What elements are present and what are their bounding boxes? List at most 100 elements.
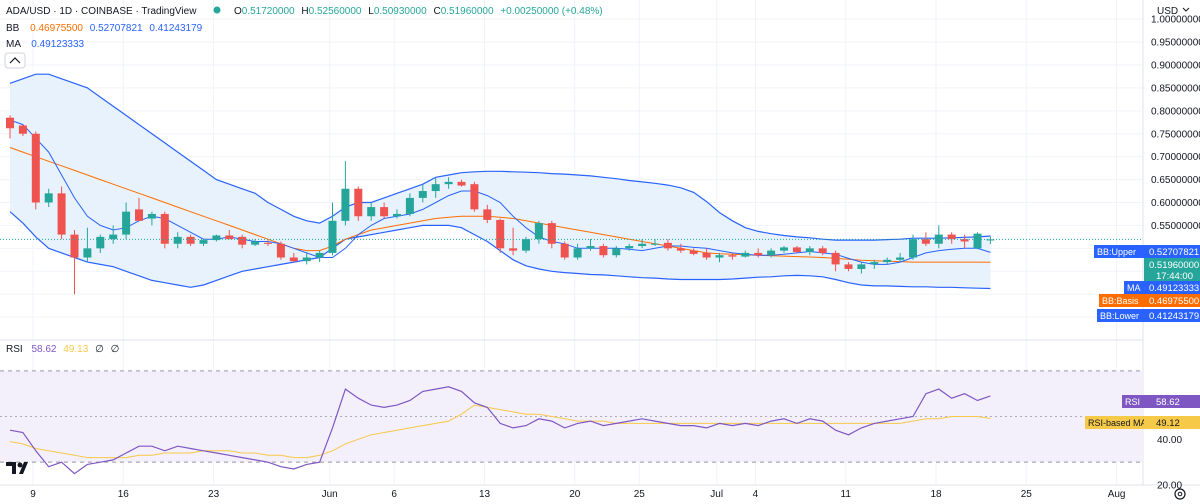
candle	[57, 186, 66, 240]
candle	[44, 188, 53, 208]
time-tick-label: 13	[479, 489, 491, 500]
candle	[457, 179, 466, 187]
time-tick-label: 20	[569, 489, 581, 500]
candle-body	[354, 188, 363, 217]
price-tick-label: 0.85000000	[1151, 83, 1200, 94]
candle	[251, 239, 260, 247]
candle-body	[638, 243, 647, 247]
candle	[547, 220, 556, 249]
candle-body	[986, 239, 995, 241]
candle-body	[160, 213, 169, 244]
candle	[289, 252, 298, 263]
candle	[315, 250, 324, 263]
ma-legend[interactable]: MA 0.49123333	[6, 39, 85, 50]
candle	[883, 257, 892, 265]
candle-body	[870, 262, 879, 265]
candle	[805, 246, 814, 256]
candle	[741, 250, 750, 258]
time-tick-label: Aug	[1108, 489, 1126, 500]
gear-icon[interactable]	[1174, 488, 1186, 500]
currency-label[interactable]: USD	[1157, 6, 1178, 17]
candle-body	[754, 252, 763, 256]
candle-body	[767, 250, 776, 256]
time-tick-label: Jul	[710, 489, 723, 500]
time-tick-label: 25	[634, 489, 646, 500]
candle	[70, 230, 79, 295]
candle-body	[547, 223, 556, 244]
candle-body	[896, 257, 905, 260]
candle-body	[328, 220, 337, 253]
candle-body	[341, 188, 350, 221]
candle-body	[264, 242, 272, 244]
rsi-legend[interactable]: RSI 58.62 49.13 ∅ ∅	[6, 344, 119, 355]
candle	[792, 246, 801, 253]
candle	[483, 204, 492, 224]
candle-body	[831, 252, 840, 265]
candle-body	[883, 259, 892, 263]
bb-basis-badge: BB:Basis 0.46975500	[1099, 294, 1200, 307]
price-badges: BB:Upper 0.52707821 0.51960000 17:44:00 …	[1085, 245, 1200, 429]
candle-body	[509, 248, 518, 251]
candle	[947, 232, 956, 244]
svg-text:0.41243179: 0.41243179	[1149, 311, 1199, 322]
candle	[651, 239, 659, 247]
time-tick-label: 11	[841, 489, 852, 500]
candle-body	[715, 255, 724, 258]
candle-body	[702, 252, 711, 258]
candle	[728, 252, 737, 260]
candle	[354, 186, 363, 221]
time-tick-label: 9	[30, 489, 36, 500]
bb-legend[interactable]: BB 0.46975500 0.52707821 0.41243179	[6, 23, 203, 34]
candle	[328, 202, 337, 256]
candle	[973, 232, 982, 250]
candle	[986, 236, 995, 245]
candle-body	[573, 248, 582, 258]
svg-text:0.49123333: 0.49123333	[1149, 283, 1199, 294]
candle-body	[909, 239, 917, 258]
candle	[896, 252, 905, 263]
candle-body	[534, 223, 543, 240]
candle-body	[199, 240, 208, 244]
candle	[31, 131, 40, 210]
candle-body	[31, 133, 40, 203]
candle-body	[147, 213, 156, 219]
candle	[367, 202, 376, 221]
candle-body	[315, 252, 324, 258]
candle	[599, 243, 608, 258]
candle	[754, 248, 763, 258]
collapse-legend-button[interactable]	[4, 52, 26, 69]
candle	[431, 177, 440, 198]
svg-text:RSI: RSI	[1125, 397, 1140, 407]
candle	[238, 234, 247, 249]
svg-text:58.62: 58.62	[1156, 397, 1180, 408]
price-tick-label: 0.70000000	[1151, 152, 1200, 163]
candle-body	[173, 236, 182, 244]
candle-body	[934, 234, 943, 244]
candle-body	[431, 184, 440, 192]
candle-body	[6, 117, 14, 129]
candle-body	[212, 235, 221, 241]
time-tick-label: 25	[1021, 489, 1033, 500]
candle-body	[586, 246, 595, 249]
candle-body	[109, 234, 118, 240]
candle	[831, 250, 840, 272]
svg-text:0.52707821: 0.52707821	[1149, 247, 1199, 258]
candle	[509, 227, 518, 256]
candle	[625, 243, 634, 251]
candle	[870, 259, 879, 269]
time-axis[interactable]: 9 16 23 Jun 6 13 20 25 Jul 4 11 18 25 Aug	[30, 489, 1125, 500]
ma-badge: MA 0.49123333	[1124, 281, 1200, 294]
svg-text:BB:Lower: BB:Lower	[1100, 311, 1139, 321]
candle-body	[186, 236, 195, 244]
candle-body	[418, 191, 427, 198]
candle	[186, 234, 195, 247]
symbol-legend: ADA/USD · 1D · COINBASE · TradingView O0…	[4, 6, 603, 69]
candle	[934, 225, 943, 249]
candle	[702, 248, 711, 260]
rsi-axis[interactable]: 20.00 40.00	[1157, 435, 1182, 492]
candle	[173, 232, 182, 249]
candle	[302, 252, 311, 265]
candle-body	[251, 241, 260, 245]
candle-body	[18, 125, 27, 134]
candle-body	[276, 243, 285, 258]
